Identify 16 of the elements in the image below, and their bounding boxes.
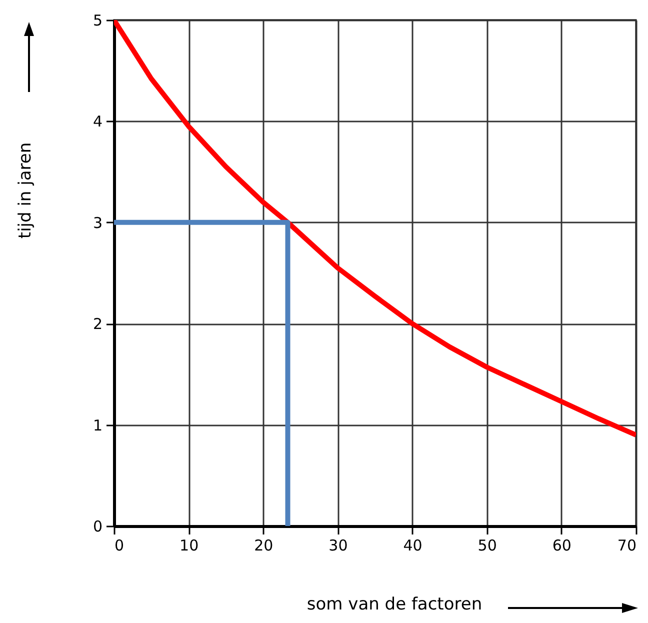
x-tick-label: 0 (114, 536, 124, 554)
x-tick-label: 40 (403, 536, 422, 554)
x-tick-label: 60 (552, 536, 572, 554)
y-tick-label: 1 (92, 416, 102, 434)
x-tick-label: 50 (478, 536, 497, 554)
x-tick-label: 70 (617, 536, 636, 554)
y-tick-label: 4 (92, 112, 102, 131)
y-tick-label: 3 (92, 214, 102, 232)
y-tick-label: 0 (92, 518, 102, 536)
x-axis-title: som van de factoren (306, 594, 482, 614)
x-tick-label: 30 (328, 536, 348, 554)
x-tick-label: 10 (180, 536, 199, 554)
y-tick-label: 5 (92, 12, 102, 30)
x-tick-label: 20 (254, 536, 274, 554)
y-axis-title: tijd in jaren (16, 142, 36, 239)
y-tick-label: 2 (92, 315, 102, 334)
